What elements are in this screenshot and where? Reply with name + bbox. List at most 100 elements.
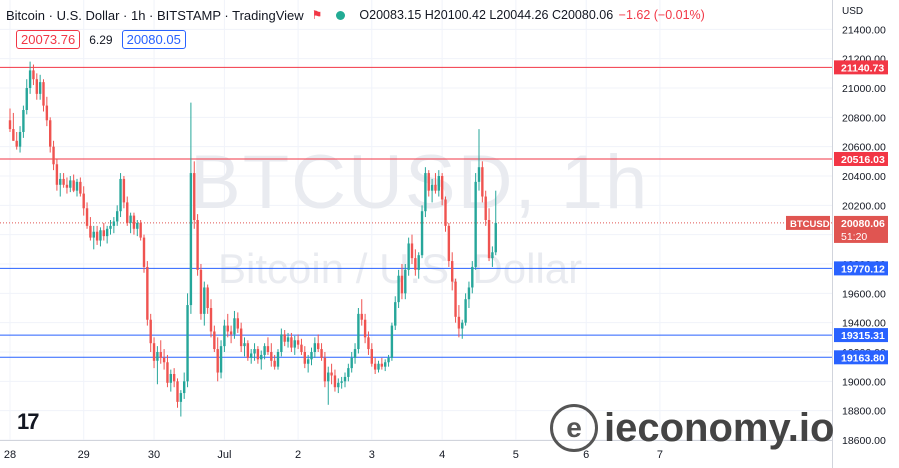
candle-body[interactable] bbox=[464, 299, 467, 323]
candle-body[interactable] bbox=[260, 354, 263, 360]
candle-body[interactable] bbox=[337, 382, 340, 388]
candle-body[interactable] bbox=[434, 184, 437, 191]
candle-body[interactable] bbox=[487, 220, 491, 259]
candle-body[interactable] bbox=[440, 176, 444, 200]
candle-body[interactable] bbox=[22, 110, 25, 132]
candle-body[interactable] bbox=[397, 275, 400, 303]
candle-body[interactable] bbox=[193, 173, 196, 220]
candle-body[interactable] bbox=[410, 243, 414, 259]
candle-body[interactable] bbox=[126, 202, 129, 223]
candle-body[interactable] bbox=[8, 120, 12, 130]
candle-body[interactable] bbox=[136, 222, 139, 229]
candle-body[interactable] bbox=[156, 352, 159, 361]
candle-body[interactable] bbox=[132, 215, 136, 229]
candle-body[interactable] bbox=[454, 281, 457, 317]
candle-body[interactable] bbox=[203, 287, 206, 314]
candle-body[interactable] bbox=[256, 349, 260, 360]
candle-body[interactable] bbox=[451, 261, 454, 282]
candle-body[interactable] bbox=[85, 208, 89, 226]
candle-body[interactable] bbox=[417, 255, 420, 270]
candle-body[interactable] bbox=[142, 237, 146, 267]
candle-body[interactable] bbox=[481, 167, 484, 197]
candle-body[interactable] bbox=[146, 266, 149, 320]
candle-body[interactable] bbox=[149, 319, 152, 344]
candle-body[interactable] bbox=[176, 381, 179, 402]
candle-body[interactable] bbox=[471, 266, 474, 288]
candle-body[interactable] bbox=[166, 362, 169, 383]
candle-body[interactable] bbox=[296, 340, 300, 345]
candle-body[interactable] bbox=[427, 173, 430, 191]
candle-body[interactable] bbox=[370, 349, 373, 364]
candle-body[interactable] bbox=[206, 287, 209, 308]
candle-body[interactable] bbox=[233, 318, 236, 335]
candle-body[interactable] bbox=[350, 357, 353, 369]
candle-body[interactable] bbox=[273, 360, 276, 367]
candle-body[interactable] bbox=[246, 343, 250, 358]
candle-body[interactable] bbox=[330, 372, 333, 376]
candle-body[interactable] bbox=[250, 353, 253, 358]
candle-body[interactable] bbox=[313, 343, 317, 352]
candle-body[interactable] bbox=[69, 180, 72, 188]
candle-body[interactable] bbox=[303, 352, 306, 364]
candle-body[interactable] bbox=[236, 318, 239, 329]
candle-body[interactable] bbox=[18, 132, 22, 147]
candle-body[interactable] bbox=[179, 393, 183, 402]
candle-body[interactable] bbox=[357, 313, 360, 350]
candle-body[interactable] bbox=[169, 374, 172, 383]
flag-icon[interactable]: ⚑ bbox=[311, 8, 323, 22]
candle-body[interactable] bbox=[286, 337, 290, 342]
candle-body[interactable] bbox=[49, 120, 52, 147]
candle-body[interactable] bbox=[430, 184, 434, 191]
candle-body[interactable] bbox=[474, 181, 477, 267]
candle-body[interactable] bbox=[270, 352, 273, 361]
candle-body[interactable] bbox=[437, 176, 440, 191]
candle-body[interactable] bbox=[243, 343, 246, 347]
candle-body[interactable] bbox=[467, 287, 471, 300]
candle-body[interactable] bbox=[323, 357, 327, 382]
candle-body[interactable] bbox=[122, 178, 126, 203]
candle-body[interactable] bbox=[102, 230, 105, 237]
candle-body[interactable] bbox=[320, 349, 323, 358]
buy-price-button[interactable]: 20080.05 bbox=[121, 30, 186, 49]
candle-body[interactable] bbox=[35, 79, 38, 94]
candle-body[interactable] bbox=[373, 363, 377, 370]
candle-body[interactable] bbox=[226, 325, 229, 332]
candle-body[interactable] bbox=[353, 349, 357, 358]
candle-body[interactable] bbox=[387, 357, 390, 363]
candle-body[interactable] bbox=[79, 181, 82, 194]
candle-body[interactable] bbox=[444, 199, 447, 226]
candle-body[interactable] bbox=[28, 70, 32, 88]
candle-body[interactable] bbox=[414, 258, 417, 270]
candle-body[interactable] bbox=[317, 343, 320, 350]
candle-body[interactable] bbox=[424, 173, 427, 212]
candle-body[interactable] bbox=[229, 331, 233, 335]
candle-body[interactable] bbox=[239, 328, 243, 347]
candle-body[interactable] bbox=[457, 316, 461, 329]
candle-body[interactable] bbox=[253, 349, 256, 354]
candle-body[interactable] bbox=[72, 180, 75, 191]
sell-price-button[interactable]: 20073.76 bbox=[16, 30, 81, 49]
candle-body[interactable] bbox=[343, 376, 347, 382]
candle-body[interactable] bbox=[360, 313, 363, 320]
candle-body[interactable] bbox=[310, 352, 313, 360]
candle-body[interactable] bbox=[327, 372, 330, 382]
candle-body[interactable] bbox=[89, 225, 92, 238]
candle-body[interactable] bbox=[119, 178, 122, 212]
candle-body[interactable] bbox=[263, 346, 266, 355]
candle-body[interactable] bbox=[25, 88, 28, 110]
candle-body[interactable] bbox=[183, 381, 186, 394]
candle-body[interactable] bbox=[216, 349, 219, 373]
candle-body[interactable] bbox=[223, 325, 226, 347]
candle-body[interactable] bbox=[219, 346, 223, 373]
candle-body[interactable] bbox=[377, 363, 380, 370]
candle-body[interactable] bbox=[461, 322, 464, 329]
candle-body[interactable] bbox=[293, 340, 296, 348]
candle-body[interactable] bbox=[199, 269, 203, 314]
candle-body[interactable] bbox=[384, 362, 387, 367]
candle-body[interactable] bbox=[172, 374, 176, 382]
candle-body[interactable] bbox=[404, 269, 407, 294]
candle-body[interactable] bbox=[276, 352, 280, 367]
candle-body[interactable] bbox=[477, 167, 481, 182]
